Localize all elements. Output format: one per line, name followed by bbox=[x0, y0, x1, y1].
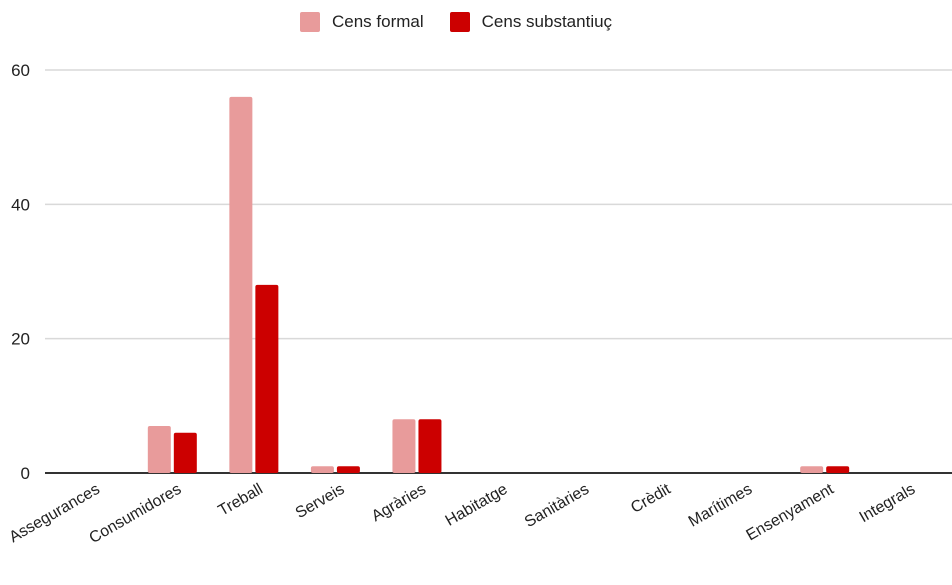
y-tick-label: 40 bbox=[11, 195, 30, 214]
bar-cens-substantiu bbox=[826, 466, 850, 473]
x-tick-label: Marítimes bbox=[686, 481, 755, 531]
x-tick-label: Crèdit bbox=[628, 480, 674, 516]
legend-swatch-cens-substantiu bbox=[449, 12, 470, 32]
bar-cens-formal bbox=[229, 96, 253, 473]
legend-label-cens-formal: Cens formal bbox=[332, 12, 424, 31]
legend-swatch-cens-formal bbox=[300, 12, 320, 32]
y-tick-label: 60 bbox=[11, 61, 30, 80]
x-tick-label: Habitatge bbox=[443, 481, 511, 530]
legend: Cens formal Cens substantiuç bbox=[300, 12, 638, 32]
bar-cens-formal bbox=[310, 466, 334, 473]
x-tick-label: Ensenyament bbox=[743, 480, 837, 544]
x-tick-label: Serveis bbox=[293, 481, 348, 522]
y-tick-label: 0 bbox=[21, 464, 30, 483]
bar-cens-formal bbox=[147, 425, 171, 473]
bar-cens-substantiu bbox=[418, 419, 442, 473]
bar-cens-formal bbox=[392, 419, 416, 473]
legend-label-cens-substantiu: Cens substantiuç bbox=[481, 12, 613, 31]
x-tick-label: Sanitàries bbox=[522, 481, 592, 531]
bar-cens-substantiu bbox=[336, 466, 360, 473]
bar-cens-formal bbox=[800, 466, 824, 473]
legend-item-cens-substantiu: Cens substantiuç bbox=[449, 12, 613, 32]
x-tick-label: Consumidores bbox=[86, 481, 184, 547]
x-tick-label: Agràries bbox=[369, 481, 429, 526]
legend-item-cens-formal: Cens formal bbox=[300, 12, 424, 32]
x-tick-label: Treball bbox=[216, 481, 266, 520]
bar-cens-substantiu bbox=[173, 432, 197, 473]
bar-cens-substantiu bbox=[255, 284, 279, 473]
y-tick-label: 20 bbox=[11, 330, 30, 349]
x-tick-label: Integrals bbox=[857, 481, 919, 526]
